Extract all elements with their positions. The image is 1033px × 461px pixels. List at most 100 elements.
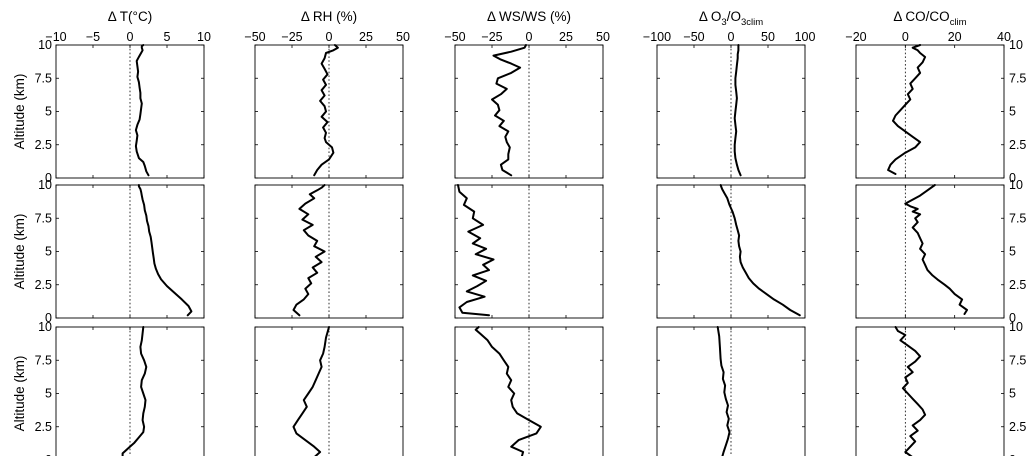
x-tick-label-top: 100 [795, 30, 816, 44]
y-tick-label-left: 10 [38, 320, 52, 334]
x-tick-label-top: 25 [559, 30, 573, 44]
y-tick-label-left: 5 [45, 105, 52, 119]
panel: −10 −5 0 5 10 0 2.5 5 7.5 10 Altitude (km) [12, 30, 211, 185]
y-tick-label-left: 7.5 [35, 71, 52, 85]
x-tick-label-top: −25 [281, 30, 302, 44]
x-tick-label-top: 10 [197, 30, 211, 44]
x-tick-label-top: 50 [596, 30, 610, 44]
x-tick-label-top: 0 [127, 30, 134, 44]
y-tick-label-left: 5 [45, 245, 52, 259]
x-tick-label-top: 25 [359, 30, 373, 44]
x-tick-label-top: 0 [326, 30, 333, 44]
panel [254, 184, 404, 319]
x-tick-label-top: 5 [164, 30, 171, 44]
profile-line [137, 184, 193, 317]
x-tick-label-top: 0 [902, 30, 909, 44]
y-tick-label-right: 2.5 [1009, 278, 1026, 292]
y-tick-label-left: 2.5 [35, 420, 52, 434]
y-tick-label-left: 2.5 [35, 278, 52, 292]
x-tick-label-top: 0 [526, 30, 533, 44]
y-tick-label-left: 2.5 [35, 138, 52, 152]
panel: 0 2.5 5 7.5 10 Altitude (km) [12, 178, 205, 325]
panel-frame [855, 44, 1005, 179]
panel [454, 184, 604, 319]
profile-line [121, 326, 148, 459]
panel: −50 −25 0 25 50 [444, 30, 610, 179]
y-tick-label-right: 0 [1009, 311, 1016, 325]
profile-line [491, 44, 527, 177]
column-title: Δ O3/O3clim [699, 9, 763, 28]
profile-line [733, 44, 742, 177]
profile-line [134, 44, 150, 177]
panel: −20 0 20 40 0 2.5 5 7.5 10 [845, 30, 1026, 185]
y-tick-label-right: 5 [1009, 105, 1016, 119]
x-tick-label-top: −50 [683, 30, 704, 44]
profile-line [292, 184, 326, 317]
y-tick-label-right: 10 [1009, 38, 1023, 52]
x-tick-label-top: −50 [244, 30, 265, 44]
column-title: Δ WS/WS (%) [487, 9, 571, 24]
panel [656, 184, 806, 319]
y-tick-label-right: 5 [1009, 245, 1016, 259]
column-title: Δ T(°C) [108, 9, 152, 24]
column-title-part: clim [950, 17, 967, 28]
column-title: Δ RH (%) [301, 9, 357, 24]
profile-line [887, 44, 927, 175]
y-tick-label-right: 2.5 [1009, 138, 1026, 152]
x-tick-label-top: −50 [444, 30, 465, 44]
y-tick-label-right: 10 [1009, 320, 1023, 334]
profile-line [716, 326, 731, 459]
panel: 0 2.5 5 7.5 10 [855, 178, 1026, 325]
y-tick-label-left: 0 [45, 171, 52, 185]
x-tick-label-top: −20 [845, 30, 866, 44]
y-tick-label-right: 7.5 [1009, 211, 1026, 225]
y-tick-label-right: 5 [1009, 387, 1016, 401]
profile-line [292, 326, 330, 459]
panel-frame [855, 326, 1005, 461]
x-tick-label-top: −100 [643, 30, 671, 44]
y-axis-label: Altitude (km) [12, 74, 27, 150]
column-title-part: 3clim [741, 17, 763, 28]
y-axis-label: Altitude (km) [12, 356, 27, 432]
column-title: Δ CO/COclim [893, 9, 966, 28]
y-tick-label-right: 0 [1009, 171, 1016, 185]
y-tick-label-left: 10 [38, 178, 52, 192]
profile-line [894, 326, 927, 459]
panel-frame [855, 184, 1005, 319]
panel: −50 −25 0 25 50 [244, 30, 410, 179]
profile-line [904, 184, 968, 315]
y-tick-label-right: 7.5 [1009, 71, 1026, 85]
x-tick-label-top: 0 [728, 30, 735, 44]
x-tick-label-top: −25 [481, 30, 502, 44]
x-tick-label-top: 20 [948, 30, 962, 44]
y-tick-label-right: 2.5 [1009, 420, 1026, 434]
y-tick-label-left: 7.5 [35, 211, 52, 225]
y-tick-label-left: 0 [45, 311, 52, 325]
x-tick-label-top: 40 [997, 30, 1011, 44]
profile-line [313, 44, 339, 177]
x-tick-label-top: 50 [761, 30, 775, 44]
y-tick-label-left: 7.5 [35, 353, 52, 367]
panel: −100 −50 0 50 100 [643, 30, 816, 179]
column-title-part: /O [727, 9, 741, 24]
column-title-part: Δ O [699, 9, 722, 24]
column-title-part: 3 [721, 17, 726, 28]
x-tick-label-top: −5 [86, 30, 100, 44]
y-tick-label-right: 10 [1009, 178, 1023, 192]
profile-line [474, 326, 542, 459]
profile-line [719, 184, 801, 317]
y-tick-label-left: 10 [38, 38, 52, 52]
y-tick-label-left: 5 [45, 387, 52, 401]
y-axis-label: Altitude (km) [12, 214, 27, 290]
column-title-part: Δ CO/CO [893, 9, 949, 24]
y-tick-label-right: 7.5 [1009, 353, 1026, 367]
x-tick-label-top: −10 [45, 30, 66, 44]
x-tick-label-top: 50 [396, 30, 410, 44]
